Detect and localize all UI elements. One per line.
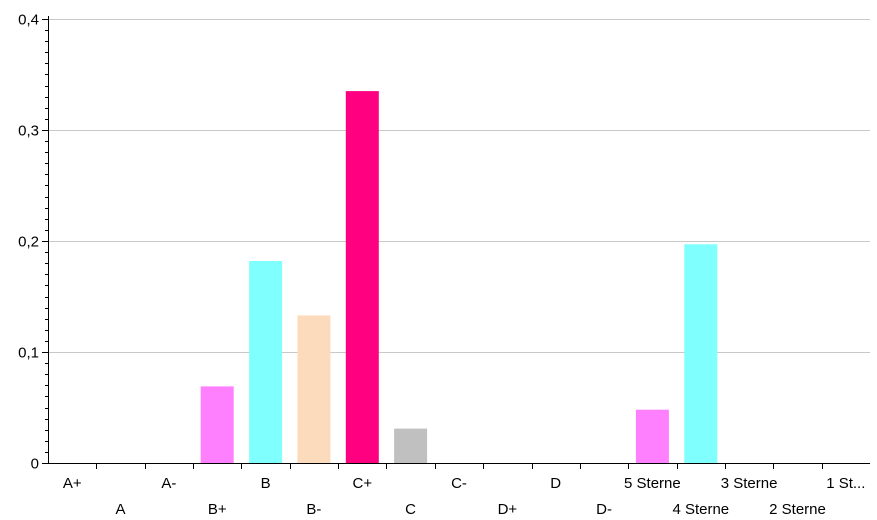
axes: [48, 16, 870, 464]
x-tick-label: A-: [161, 475, 176, 492]
bar: [345, 91, 379, 463]
x-tick-label: C-: [451, 475, 467, 492]
y-tick-label: 0,4: [18, 12, 39, 29]
y-tick-label: 0,2: [18, 234, 39, 251]
x-tick-label: 3 Sterne: [721, 475, 778, 492]
x-tick-label: D+: [498, 501, 518, 518]
x-tick-label: D: [550, 475, 561, 492]
bar: [684, 244, 718, 463]
bar: [249, 261, 283, 463]
x-tick-label: B: [261, 475, 271, 492]
x-tick-label: A+: [63, 475, 82, 492]
x-tick-label: 1 St...: [826, 475, 865, 492]
x-tick-label: C: [405, 501, 416, 518]
x-tick-label: 4 Sterne: [672, 501, 729, 518]
x-tick-label: D-: [596, 501, 612, 518]
x-tick-label: B+: [208, 501, 227, 518]
grid-lines: [48, 19, 870, 353]
bar: [297, 315, 331, 463]
x-tick-label: C+: [353, 475, 373, 492]
x-tick-label: A: [115, 501, 125, 518]
x-tick-label: 5 Sterne: [624, 475, 681, 492]
y-tick-label: 0,3: [18, 123, 39, 140]
y-tick-label: 0,1: [18, 345, 39, 362]
bar: [394, 428, 428, 463]
bar: [200, 386, 234, 463]
bar: [635, 409, 669, 463]
y-axis-ticks: 0 0,1 0,2 0,3 0,4: [18, 12, 48, 473]
y-tick-label: 0: [31, 456, 39, 473]
x-tick-label: B-: [306, 501, 321, 518]
x-axis-ticks: A+ A A- B+ B B- C+ C C- D+ D D- 5 Sterne 4 Sterne 3 St…: [63, 463, 865, 518]
x-tick-label: 2 Sterne: [769, 501, 826, 518]
bars: [200, 91, 718, 463]
